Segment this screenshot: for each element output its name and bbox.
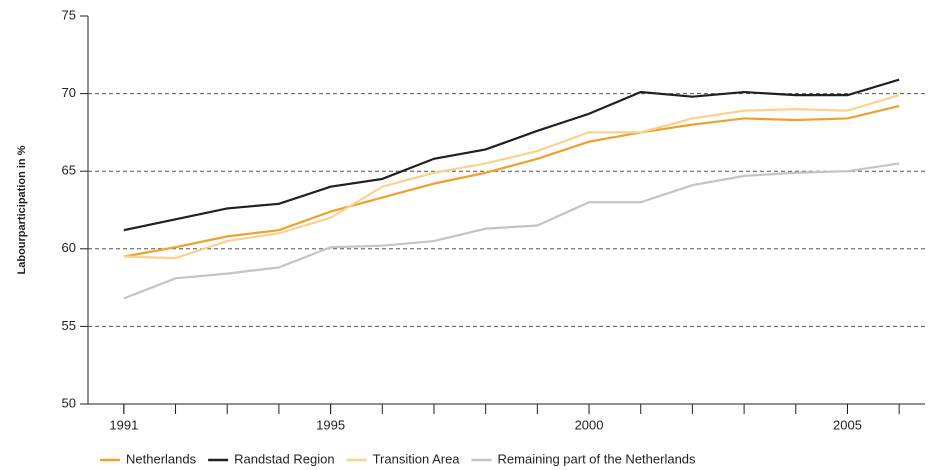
legend-label: Randstad Region: [234, 451, 334, 466]
series-line: [123, 94, 900, 260]
legend-label: Netherlands: [126, 451, 197, 466]
y-tick-label: 75: [62, 7, 76, 22]
x-tick-label: 2000: [575, 417, 604, 432]
x-tick-label: 1991: [109, 417, 138, 432]
y-axis-label: Labourparticipation in %: [16, 145, 28, 274]
y-tick-label: 50: [62, 395, 76, 410]
x-tick-label: 2005: [833, 417, 862, 432]
series-line: [123, 78, 900, 232]
y-tick-label: 70: [62, 85, 76, 100]
series-line: [123, 104, 900, 258]
y-tick-label: 60: [62, 240, 76, 255]
x-tick-label: 1995: [316, 417, 345, 432]
y-tick-label: 65: [62, 163, 76, 178]
y-tick-label: 55: [62, 318, 76, 333]
series-line: [123, 162, 900, 300]
legend-label: Remaining part of the Netherlands: [498, 451, 697, 466]
legend-label: Transition Area: [373, 451, 461, 466]
